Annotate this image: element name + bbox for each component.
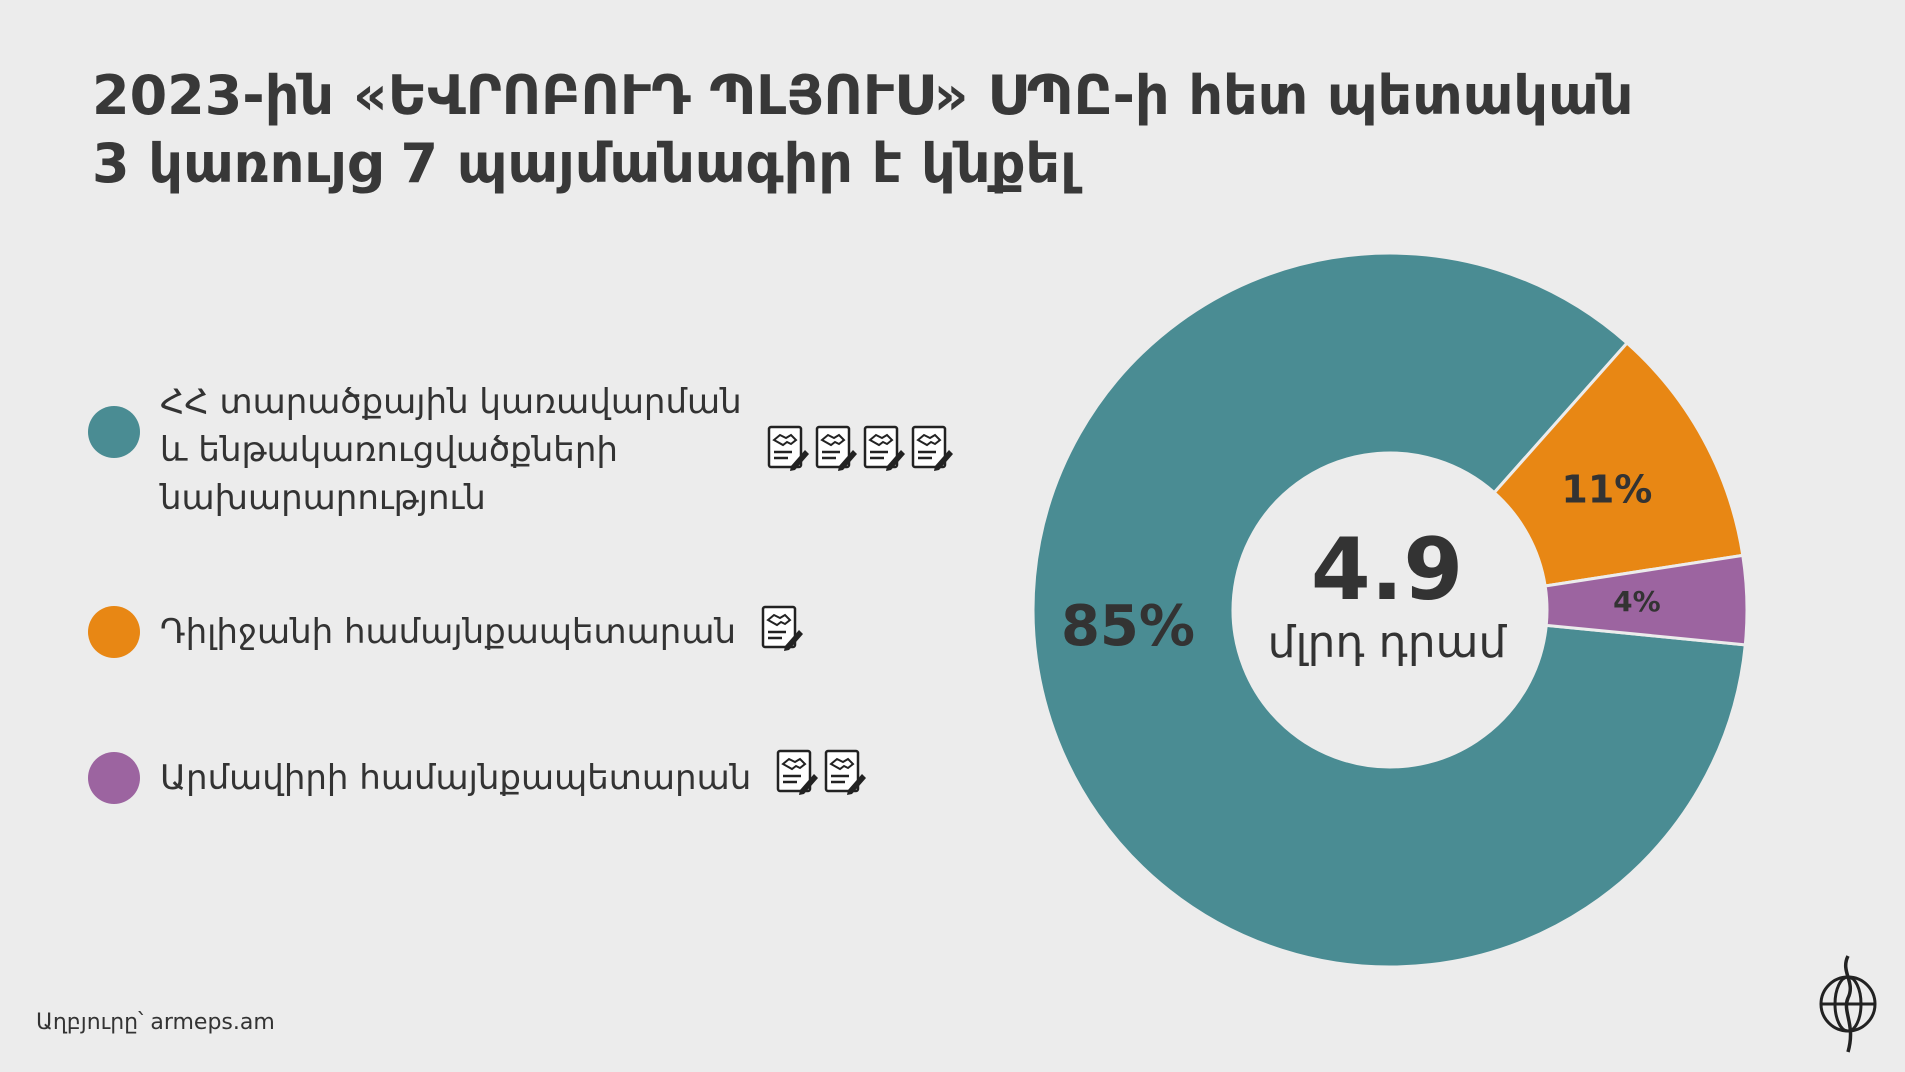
slice-label-ministry: 85% — [1061, 594, 1195, 659]
legend-swatch-dilijan — [88, 606, 140, 658]
contract-handshake-pen-icon — [767, 425, 809, 471]
contract-handshake-pen-icon — [825, 749, 867, 795]
legend-label-ministry: ՀՀ տարածքային կառավարման և ենթակառուցված… — [160, 378, 742, 522]
contract-icons-armavir — [775, 748, 867, 796]
total-unit: մլրդ դրամ — [1267, 617, 1507, 668]
legend-label-dilijan-line-1: Դիլիջանի համայնքապետարան — [160, 612, 736, 652]
contract-handshake-pen-icon — [863, 425, 905, 471]
source-note: Աղբյուրը՝ armeps.am — [36, 1010, 275, 1035]
legend-label-dilijan: Դիլիջանի համայնքապետարան — [160, 608, 736, 656]
slice-armavir — [1543, 553, 1749, 647]
legend-label-ministry-line-3: նախարարություն — [160, 478, 486, 518]
contract-handshake-pen-icon — [761, 605, 803, 651]
legend-item-ministry: ՀՀ տարածքային կառավարման և ենթակառուցված… — [88, 378, 954, 522]
contract-handshake-pen-icon — [777, 749, 819, 795]
legend-item-dilijan: Դիլիջանի համայնքապետարան — [88, 605, 804, 658]
legend-label-ministry-line-1: ՀՀ տարածքային կառավարման — [160, 382, 742, 422]
total-value: 4.9 — [1310, 520, 1464, 620]
donut-chart: 85% 11% 4% — [1020, 240, 1780, 980]
slice-ministry — [1031, 251, 1747, 969]
brand-logo-icon — [1819, 955, 1877, 1053]
legend-swatch-armavir — [88, 752, 140, 804]
legend-label-armavir-line-1: Արմավիրի համայնքապետարան — [160, 758, 752, 798]
slice-label-dilijan: 11% — [1561, 467, 1652, 511]
chart-title: 2023-ին «ԵՎՐՈԲՈՒԴ ՊԼՅՈՒՍ» ՍՊԸ-ի հետ պետա… — [92, 62, 1692, 198]
legend-label-armavir: Արմավիրի համայնքապետարան — [160, 754, 751, 802]
chart-title-line-2: 3 կառույց 7 պայմանագիր է կնքել — [92, 132, 1077, 195]
legend-item-armavir: Արմավիրի համայնքապետարան — [88, 749, 867, 804]
slice-label-armavir: 4% — [1613, 585, 1661, 618]
legend-swatch-ministry — [88, 406, 140, 458]
chart-title-line-1: 2023-ին «ԵՎՐՈԲՈՒԴ ՊԼՅՈՒՍ» ՍՊԸ-ի հետ պետա… — [92, 64, 1634, 127]
slice-dilijan — [1492, 340, 1745, 588]
donut-chart-svg: 85% 11% 4% — [1031, 251, 1749, 969]
contract-handshake-pen-icon — [911, 425, 953, 471]
legend-label-ministry-line-2: և ենթակառուցվածքների — [160, 430, 618, 470]
contract-handshake-pen-icon — [815, 425, 857, 471]
contract-icons-dilijan — [760, 604, 804, 652]
contract-icons-ministry — [766, 424, 954, 472]
